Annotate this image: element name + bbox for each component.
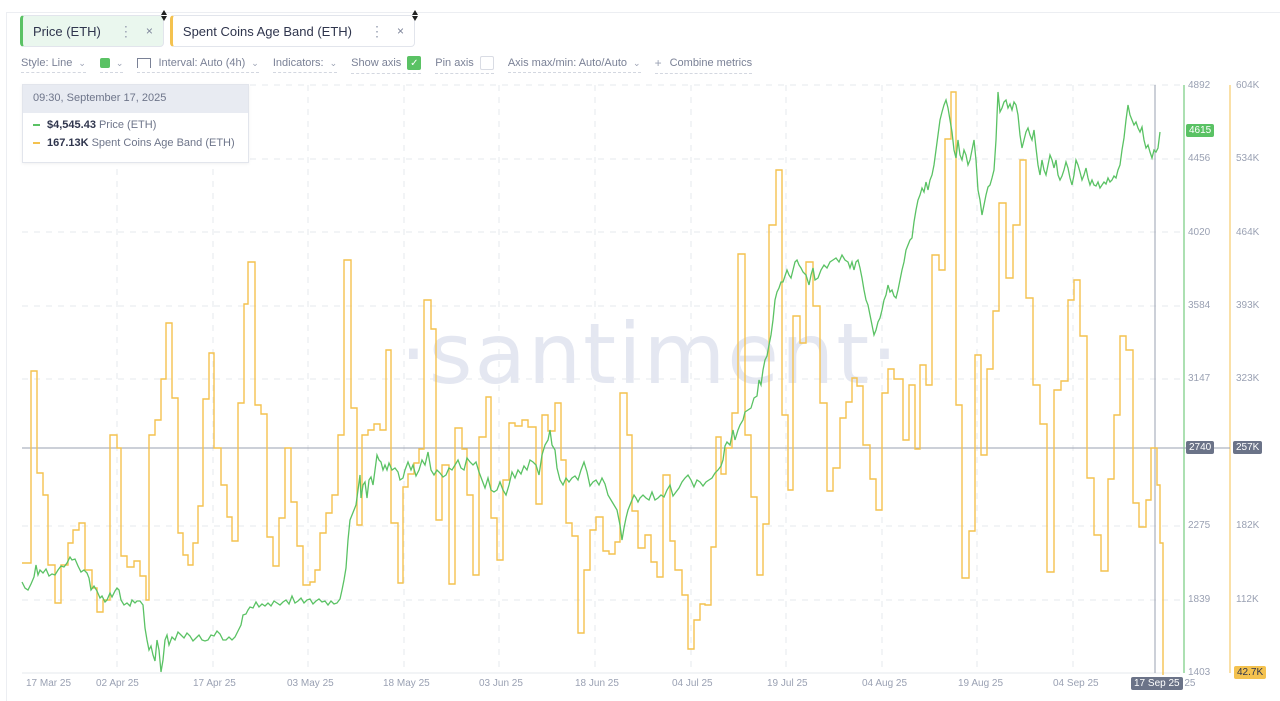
interval-dropdown[interactable]: Interval: Auto (4h) ⌄ [137,57,259,73]
santiment-watermark: ·santiment· [400,305,900,403]
color-swatch [99,58,110,68]
color-picker[interactable]: ⌄ [99,57,124,73]
axis-maxmin-label: Axis max/min: Auto/Auto [507,57,628,69]
show-axis-label: Show axis [351,57,402,69]
y-tick-right: 323K [1236,373,1260,384]
tab-label: Spent Coins Age Band (ETH) [182,23,352,39]
style-dropdown[interactable]: Style: Line ⌄ [21,57,86,73]
y-tick-right: 182K [1236,520,1260,531]
chevron-down-icon: ⌄ [329,57,338,68]
chevron-down-icon: ⌄ [633,57,641,68]
y-tick-right: 604K [1236,80,1260,91]
indicators-dropdown[interactable]: Indicators: ⌄ [272,57,338,73]
style-label: Style: Line [21,57,73,69]
close-icon[interactable]: × [397,24,405,38]
plus-icon: + [654,56,662,70]
combine-metrics-button[interactable]: + Combine metrics [654,56,753,74]
price-current-badge: 4615 [1186,124,1215,137]
more-options-icon[interactable]: ⋮ [370,22,384,39]
y-tick-right: 112K [1236,594,1259,605]
y-tick-left: 4892 [1188,80,1211,91]
interval-label: Interval: Auto (4h) [158,57,246,69]
tab-price-eth[interactable]: Price (ETH) ⋮ × [20,10,167,47]
tab-spent-coins[interactable]: Spent Coins Age Band (ETH) ⋮ × [169,10,419,47]
drag-handle-icon[interactable] [411,10,419,22]
combine-label: Combine metrics [669,57,753,69]
x-tick: 02 Apr 25 [96,678,139,689]
chart-toolbar: Style: Line ⌄ ⌄ Interval: Auto (4h) ⌄ In… [21,56,766,74]
pin-axis-toggle[interactable]: Pin axis [435,56,494,74]
metric-tabs: Price (ETH) ⋮ × Spent Coins Age Band (ET… [20,10,419,47]
drag-handle-icon[interactable] [160,10,168,22]
tooltip-value: $4,545.43 [47,119,96,131]
y-tick-left: 1403 [1188,667,1211,678]
tab-label: Price (ETH) [33,23,101,39]
y-tick-left: 3147 [1188,373,1211,384]
close-icon[interactable]: × [145,24,153,38]
chart-tooltip: 09:30, September 17, 2025 $4,545.43 Pric… [22,84,249,163]
indicators-label: Indicators: [272,57,324,69]
y-tick-left: 1839 [1188,594,1211,605]
y-tick-left: 2275 [1188,520,1211,531]
spent-coins-line [22,91,1164,675]
x-tick: 04 Sep 25 [1053,678,1099,689]
x-tick: 03 Jun 25 [479,678,523,689]
x-tick: 04 Jul 25 [672,678,713,689]
crosshair-scab-badge: 257K [1233,441,1263,454]
more-options-icon[interactable]: ⋮ [118,22,133,39]
checkbox-unchecked-icon[interactable] [479,56,494,70]
x-tick: 17 Mar 25 [26,678,72,689]
y-tick-right: 393K [1236,300,1260,311]
y-tick-right: 534K [1236,153,1260,164]
x-tick: 17 Apr 25 [193,678,236,689]
axis-maxmin-dropdown[interactable]: Axis max/min: Auto/Auto ⌄ [507,57,641,73]
pin-axis-label: Pin axis [435,57,474,69]
tooltip-row-scab: 167.13K Spent Coins Age Band (ETH) [23,137,248,149]
x-tick: 18 May 25 [383,678,430,689]
tooltip-metric-name: Price (ETH) [98,119,157,131]
legend-swatch [33,142,40,144]
grid-lines [22,84,1180,673]
y-tick-left: 3584 [1188,300,1211,311]
legend-swatch [33,124,40,126]
tooltip-datetime: 09:30, September 17, 2025 [23,85,248,113]
y-tick-right: 464K [1236,227,1260,238]
ruler-icon [137,58,152,68]
tooltip-value: 167.13K [47,137,89,149]
x-tick: 04 Aug 25 [862,678,908,689]
show-axis-toggle[interactable]: Show axis ✓ [351,56,422,74]
price-line [21,91,1161,673]
x-tick: 19 Aug 25 [958,678,1004,689]
chevron-down-icon: ⌄ [251,57,259,68]
tooltip-metric-name: Spent Coins Age Band (ETH) [91,137,235,149]
scab-current-badge: 42.7K [1234,666,1267,679]
crosshair-price-badge: 2740 [1186,441,1215,454]
x-tick: 03 May 25 [287,678,334,689]
tooltip-row-price: $4,545.43 Price (ETH) [23,119,248,131]
chart-frame [6,12,1280,701]
checkbox-checked-icon[interactable]: ✓ [407,56,422,70]
chevron-down-icon: ⌄ [78,57,86,68]
chevron-down-icon: ⌄ [115,57,124,68]
y-tick-left: 4020 [1188,227,1211,238]
x-tick: p 25 [1176,678,1196,689]
x-tick: 18 Jun 25 [575,678,619,689]
x-tick: 19 Jul 25 [767,678,808,689]
y-tick-left: 4456 [1188,153,1211,164]
x-cursor-badge: 17 Sep 25 [1131,677,1183,690]
